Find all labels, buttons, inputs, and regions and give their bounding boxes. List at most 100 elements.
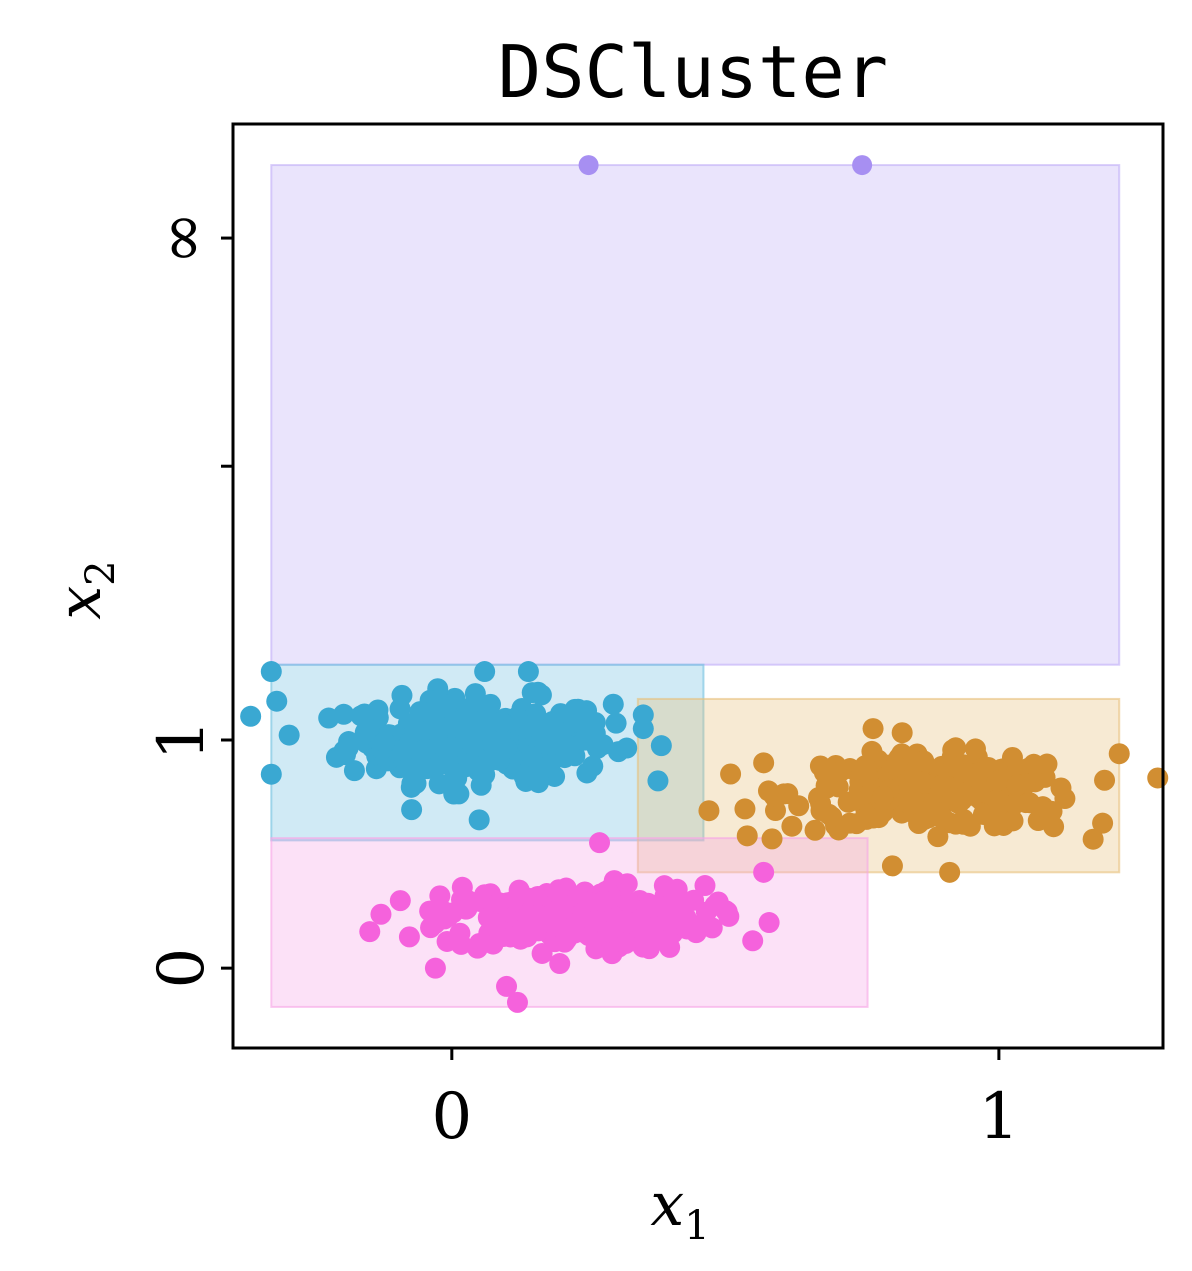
point [638,925,660,947]
point [736,825,758,847]
point [788,795,810,817]
series-3 [359,832,780,1013]
point [885,754,907,776]
point [1001,746,1023,768]
point [474,661,496,683]
point [694,875,716,897]
point [881,855,903,877]
point [468,809,490,831]
point [1043,816,1065,838]
point [821,806,843,828]
point [473,754,495,776]
x-tick-label: 1 [979,1080,1020,1154]
point [549,953,571,975]
point [753,861,775,883]
point [575,726,597,748]
x-tick-label: 0 [431,1080,472,1154]
point [758,912,780,934]
point [473,719,495,741]
point [688,917,710,939]
point [781,815,803,837]
point [405,772,427,794]
point [404,720,426,742]
point [720,763,742,785]
point [278,724,300,746]
point [972,803,994,825]
point [589,832,611,854]
point [1050,777,1072,799]
point [419,900,441,922]
y-tick-label: ∞ [145,211,219,264]
point [761,828,783,850]
point [370,903,392,925]
point [374,731,396,753]
point [913,750,935,772]
point [389,890,411,912]
point [496,975,518,997]
point [839,812,861,834]
cluster-box-0 [270,164,1121,666]
point [260,763,282,785]
point [862,718,884,740]
point [1041,800,1063,822]
point [742,930,764,952]
point [530,684,552,706]
point [552,894,574,916]
series-2 [698,718,1169,883]
point [528,756,550,778]
point [939,861,961,883]
point [964,738,986,760]
point [530,720,552,742]
point [424,957,446,979]
point [266,690,288,712]
point [986,770,1008,792]
point [753,752,775,774]
point [616,737,638,759]
point [931,807,953,829]
point [527,904,549,926]
y-tick-label: 0 [145,948,219,989]
point [861,740,883,762]
point [585,910,607,932]
point [240,705,262,727]
point [456,898,478,920]
point [401,799,423,821]
point [470,774,492,796]
x-axis-label: x1 [650,1170,709,1249]
point [506,991,528,1013]
point [891,722,913,744]
point [632,718,654,740]
point [1082,828,1104,850]
point [855,759,877,781]
point [428,773,450,795]
point [616,873,638,895]
point [683,889,705,911]
point [549,916,571,938]
point [966,766,988,788]
point [872,785,894,807]
point [513,766,535,788]
point [359,921,381,943]
point [830,760,852,782]
point [908,812,930,834]
series-1 [240,661,672,831]
point [434,901,456,923]
point [337,737,359,759]
point [578,155,599,176]
point [707,891,729,913]
point [426,689,448,711]
point [593,890,615,912]
point [450,709,472,731]
point [458,753,480,775]
point [353,703,375,725]
point [517,661,539,683]
point [577,891,599,913]
point [1094,769,1116,791]
point [391,684,413,706]
point [480,693,502,715]
y-axis-ticks: 0 1 ∞ [145,211,233,989]
point [531,942,553,964]
point [260,661,282,683]
